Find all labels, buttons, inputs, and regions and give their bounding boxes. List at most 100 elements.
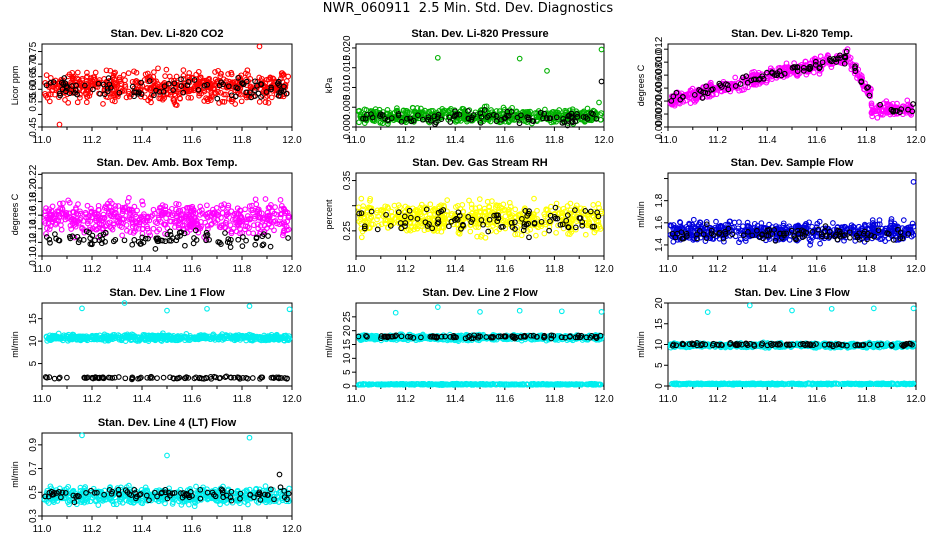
- x-tick-label: 11.4: [446, 135, 465, 146]
- data-point: [68, 226, 75, 232]
- y-tick-label: 15: [28, 313, 39, 325]
- data-point: [803, 71, 810, 78]
- data-point: [458, 225, 464, 232]
- data-point: [217, 70, 224, 77]
- data-point: [110, 238, 117, 245]
- data-point: [247, 89, 253, 96]
- data-point: [435, 209, 442, 216]
- data-point: [91, 74, 98, 80]
- data-point: [145, 235, 151, 242]
- data-point: [781, 64, 788, 71]
- data-point: [133, 89, 140, 96]
- x-tick-label: 11.2: [83, 135, 102, 146]
- data-point: [506, 206, 512, 213]
- data-point: [404, 108, 411, 114]
- data-point: [178, 216, 185, 222]
- data-point: [139, 234, 146, 241]
- data-point: [374, 207, 381, 214]
- x-tick-label: 11.4: [446, 264, 465, 275]
- series-1: [41, 195, 292, 242]
- data-point: [858, 78, 865, 85]
- x-tick-label: 11.6: [495, 264, 514, 275]
- x-tick-label: 11.8: [545, 264, 564, 275]
- data-point: [257, 81, 264, 87]
- data-point: [154, 375, 160, 381]
- data-point: [64, 374, 70, 381]
- data-point: [223, 212, 230, 219]
- data-point: [407, 214, 414, 221]
- data-point: [155, 216, 162, 223]
- data-point: [816, 70, 823, 77]
- data-point: [878, 110, 884, 117]
- data-point: [226, 239, 233, 246]
- data-point: [868, 102, 875, 108]
- data-point: [107, 224, 113, 230]
- data-point: [218, 79, 225, 86]
- data-point: [525, 114, 532, 121]
- data-point: [138, 240, 144, 247]
- data-point: [841, 60, 848, 67]
- data-point: [263, 89, 270, 95]
- data-point: [452, 108, 458, 115]
- data-point: [909, 108, 916, 115]
- data-point: [543, 206, 550, 213]
- data-point: [398, 118, 405, 125]
- data-point: [439, 108, 446, 114]
- x-tick-label: 11.2: [396, 264, 415, 275]
- data-point: [367, 197, 373, 204]
- data-point: [204, 305, 210, 312]
- data-point: [564, 122, 571, 129]
- series-2: [360, 78, 605, 129]
- data-point: [406, 207, 413, 214]
- data-point: [229, 216, 236, 223]
- data-point: [46, 98, 53, 105]
- data-point: [670, 93, 677, 100]
- data-point: [142, 219, 149, 225]
- data-point: [42, 90, 48, 97]
- data-point: [281, 228, 287, 235]
- data-point: [812, 62, 819, 68]
- x-tick-label: 11.4: [133, 264, 152, 275]
- data-point: [579, 222, 586, 229]
- data-point: [278, 206, 284, 212]
- x-tick-label: 12.0: [594, 135, 614, 146]
- data-point: [280, 88, 287, 94]
- data-point: [404, 115, 410, 122]
- data-point: [673, 89, 680, 96]
- data-point: [477, 110, 484, 117]
- data-point: [468, 213, 475, 219]
- data-point: [147, 84, 154, 91]
- data-point: [46, 226, 53, 232]
- data-point: [111, 209, 118, 216]
- data-point: [374, 210, 380, 216]
- data-point: [246, 225, 252, 231]
- data-point: [277, 211, 284, 218]
- data-point: [214, 95, 221, 102]
- data-point: [98, 218, 105, 224]
- data-point: [146, 78, 153, 84]
- data-point: [169, 205, 175, 212]
- data-point: [477, 117, 484, 124]
- data-point: [244, 213, 251, 219]
- data-point: [422, 219, 429, 226]
- data-point: [104, 94, 111, 101]
- data-point: [356, 210, 362, 217]
- data-point: [565, 224, 571, 230]
- data-point: [910, 101, 916, 107]
- data-point: [46, 236, 53, 243]
- data-point: [216, 224, 223, 230]
- data-point: [370, 221, 376, 228]
- data-point: [108, 225, 115, 231]
- y-tick-label: 0.35: [342, 170, 353, 190]
- data-point: [476, 196, 483, 202]
- data-point: [205, 226, 211, 232]
- data-point: [97, 232, 104, 239]
- panel-3: Stan. Dev. Li-820 Temp.11.0 11.2 11.4 11.6 1…: [636, 28, 926, 146]
- data-point: [157, 91, 164, 98]
- data-point: [92, 237, 98, 244]
- data-point: [466, 197, 472, 204]
- y-axis-label: Licor ppm: [10, 66, 20, 106]
- data-point: [171, 218, 178, 225]
- data-point: [434, 220, 441, 227]
- data-point: [569, 216, 575, 223]
